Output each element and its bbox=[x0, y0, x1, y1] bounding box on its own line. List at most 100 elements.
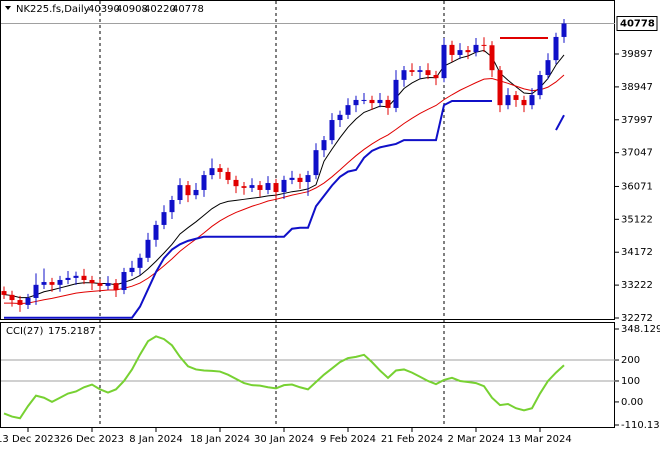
overlay-line bbox=[4, 99, 565, 319]
chart-title: NK225.fs,Daily bbox=[16, 4, 90, 15]
candle-body bbox=[137, 257, 143, 268]
candle-body bbox=[217, 168, 223, 172]
candle-body bbox=[49, 282, 55, 285]
candle-body bbox=[329, 120, 335, 141]
candle-body bbox=[65, 277, 71, 280]
candle-body bbox=[521, 99, 527, 106]
candle-body bbox=[145, 239, 151, 258]
candle-body bbox=[449, 44, 455, 55]
y-tick-label: 348.1294 bbox=[621, 324, 660, 335]
candle-body bbox=[441, 44, 447, 79]
candle-body bbox=[9, 294, 15, 301]
candle-body bbox=[529, 95, 535, 106]
candle-body bbox=[113, 283, 119, 291]
candle-body bbox=[289, 177, 295, 180]
candle-body bbox=[257, 185, 263, 190]
candle-body bbox=[57, 279, 63, 285]
candle-body bbox=[457, 50, 463, 55]
candle-body bbox=[161, 212, 167, 225]
candle-body bbox=[193, 189, 199, 196]
candle-body bbox=[73, 275, 79, 278]
candle-body bbox=[409, 70, 415, 72]
candle-body bbox=[345, 105, 351, 115]
y-tick-label: 38947 bbox=[621, 82, 653, 93]
x-tick-label: 18 Jan 2024 bbox=[190, 434, 250, 445]
candle-body bbox=[129, 267, 135, 273]
candle-body bbox=[553, 36, 559, 61]
x-tick-label: 26 Dec 2023 bbox=[60, 434, 124, 445]
candle-body bbox=[97, 283, 103, 286]
y-tick-label: 33222 bbox=[621, 280, 653, 291]
candle-body bbox=[353, 99, 359, 106]
candle-body bbox=[561, 23, 567, 37]
candle-body bbox=[513, 95, 519, 100]
cci-value: 175.2187 bbox=[48, 326, 96, 337]
y-tick-label: 200 bbox=[621, 355, 640, 366]
candle-body bbox=[377, 99, 383, 104]
y-tick-label: -110.1304 bbox=[621, 420, 660, 431]
candle-body bbox=[537, 75, 543, 96]
y-tick-label: 100 bbox=[621, 376, 640, 387]
candle-body bbox=[265, 183, 271, 190]
period-separators bbox=[99, 1, 445, 427]
candle-body bbox=[305, 175, 311, 183]
candle-body bbox=[249, 185, 255, 188]
candle-body bbox=[465, 50, 471, 53]
ohlc-high: 40908 bbox=[116, 4, 148, 15]
candle-body bbox=[153, 224, 159, 240]
candle-body bbox=[393, 79, 399, 108]
candle-body bbox=[473, 44, 479, 53]
candle-body bbox=[169, 200, 175, 213]
candle-body bbox=[201, 175, 207, 190]
candle-body bbox=[337, 114, 343, 121]
candle-body bbox=[481, 44, 487, 46]
x-tick-label: 13 Mar 2024 bbox=[508, 434, 571, 445]
y-tick-label: 0.00 bbox=[621, 397, 643, 408]
x-tick-label: 9 Feb 2024 bbox=[320, 434, 376, 445]
candle-body bbox=[545, 60, 551, 76]
candle-body bbox=[425, 70, 431, 76]
candle-body bbox=[361, 99, 367, 101]
menu-arrow[interactable] bbox=[5, 6, 11, 10]
candle-body bbox=[489, 45, 495, 71]
candle-body bbox=[177, 185, 183, 201]
candle-body bbox=[233, 179, 239, 187]
candle-body bbox=[41, 282, 47, 285]
x-tick-label: 21 Feb 2024 bbox=[381, 434, 443, 445]
y-tick-label: 37047 bbox=[621, 148, 653, 159]
cci-line bbox=[3, 335, 565, 420]
candle-body bbox=[401, 70, 407, 80]
y-tick-label: 34172 bbox=[621, 247, 653, 258]
y-tick-label: 37997 bbox=[621, 115, 653, 126]
y-tick-label: 36071 bbox=[621, 181, 653, 192]
y-tick-label: 39897 bbox=[621, 49, 653, 60]
candle-body bbox=[17, 300, 23, 305]
ohlc-low: 40220 bbox=[144, 4, 176, 15]
cci-frame bbox=[0, 322, 615, 428]
candle-body bbox=[497, 70, 503, 106]
candle-body bbox=[209, 168, 215, 176]
ohlc-close: 40778 bbox=[172, 4, 204, 15]
candle-body bbox=[1, 291, 7, 295]
y-tick-label: 32272 bbox=[621, 313, 653, 324]
candle-body bbox=[273, 183, 279, 193]
candle-body bbox=[105, 283, 111, 286]
ohlc-open: 40390 bbox=[88, 4, 120, 15]
x-tick-label: 30 Jan 2024 bbox=[254, 434, 314, 445]
x-tick-label: 8 Jan 2024 bbox=[129, 434, 183, 445]
candle-body bbox=[25, 297, 31, 305]
candle-body bbox=[81, 275, 87, 280]
candle-body bbox=[225, 171, 231, 180]
last-price-label: 40778 bbox=[620, 19, 655, 30]
main-frame bbox=[0, 0, 615, 320]
candle-body bbox=[321, 140, 327, 151]
candle-body bbox=[33, 284, 39, 298]
candle-body bbox=[417, 70, 423, 72]
candle-body bbox=[89, 279, 95, 284]
candle-body bbox=[313, 150, 319, 176]
x-tick-label: 13 Dec 2023 bbox=[0, 434, 60, 445]
candle-body bbox=[241, 186, 247, 188]
candle-body bbox=[185, 185, 191, 196]
